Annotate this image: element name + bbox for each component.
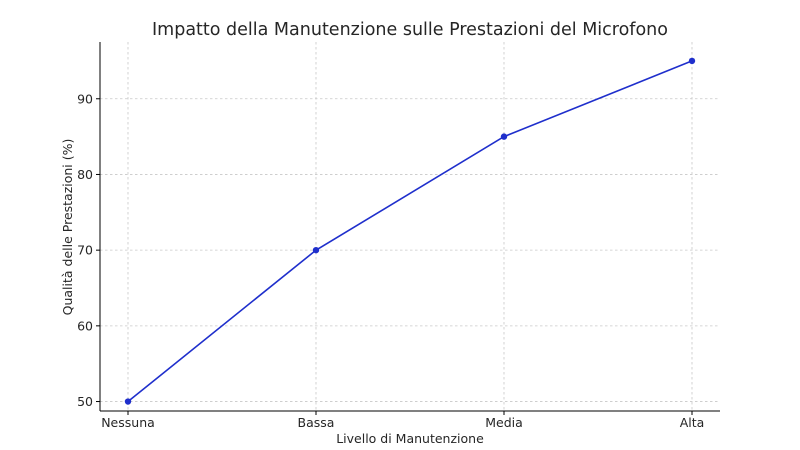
y-tick-label: 70 [77,243,93,258]
data-point [312,246,320,254]
series-line [127,60,693,403]
x-axis-label: Livello di Manutenzione [336,431,484,446]
y-tick-label: 90 [77,91,93,106]
y-tick-label: 80 [77,167,93,182]
x-tick-label: Media [485,415,523,430]
data-point [688,57,696,65]
y-axis-label: Qualità delle Prestazioni (%) [60,139,75,316]
data-point [124,398,132,405]
y-tick-label: 50 [77,394,93,409]
data-point [500,133,508,140]
series [124,57,696,405]
x-tick-label: Alta [680,415,705,430]
grid [100,42,720,411]
chart-title: Impatto della Manutenzione sulle Prestaz… [152,20,668,40]
x-tick-label: Bassa [298,415,335,430]
y-tick-label: 60 [77,318,93,333]
ticks: Nessuna Bassa Media Alta 50 60 70 80 90 [77,91,704,430]
x-tick-label: Nessuna [101,415,155,430]
axes [99,42,720,412]
